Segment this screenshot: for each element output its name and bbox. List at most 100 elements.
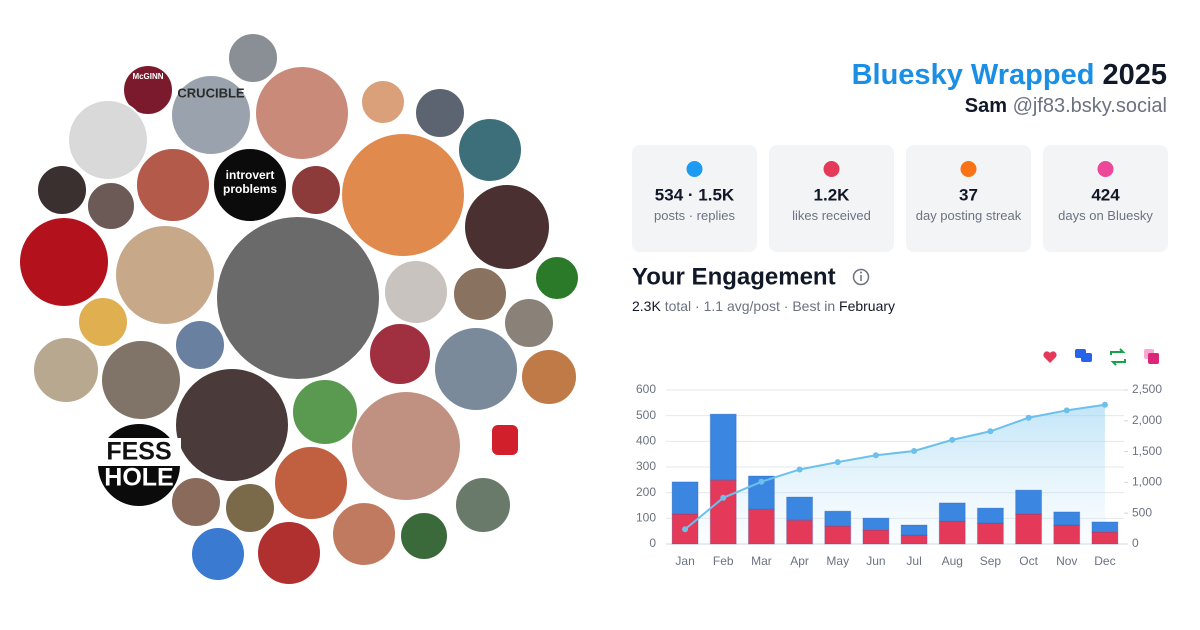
y-tick-label: 400: [636, 434, 656, 448]
cumulative-line: [684, 403, 1106, 530]
avatar: [190, 526, 246, 582]
bar: [671, 513, 699, 545]
user: Sam @jf83.bsky.social: [965, 95, 1167, 117]
x-tick-label: Sep: [980, 554, 1002, 568]
avatar-text: FESS: [106, 438, 171, 466]
y-tick-label: 600: [636, 382, 656, 396]
legend-quotes[interactable]: [1144, 349, 1159, 364]
avatar: [331, 501, 397, 567]
avatar: [340, 132, 466, 258]
avatar: [433, 326, 519, 412]
avatar: [534, 255, 580, 301]
total: 2.3K: [632, 298, 661, 314]
title: Bluesky Wrapped 2025: [852, 59, 1167, 91]
avatar: [520, 348, 578, 406]
brand: Bluesky Wrapped: [852, 59, 1095, 91]
summary-text: total · 1.1 avg/post · Best in: [665, 298, 835, 314]
x-tick-label: Oct: [1019, 554, 1038, 568]
y-tick-label: 200: [636, 485, 656, 499]
user-handle: @jf83.bsky.social: [1013, 95, 1167, 117]
avatar: [114, 224, 216, 326]
stat-label-box: posts · replies: [654, 208, 735, 223]
y-tick-label: 0: [649, 536, 656, 550]
avatar: [454, 476, 512, 534]
avatar: [174, 367, 290, 483]
avatar: [290, 164, 342, 216]
line-point: [987, 428, 994, 435]
y-tick-label: 300: [636, 459, 656, 473]
avatar: [368, 322, 432, 386]
avatar-collage: [18, 32, 580, 586]
bar: [747, 508, 775, 545]
stat-icon: [823, 161, 840, 177]
y2-tick-label: 0: [1132, 536, 1139, 550]
x-tick-label: Apr: [790, 554, 809, 568]
line-point: [796, 466, 803, 473]
stat-label: day posting streak: [915, 208, 1022, 223]
avatar: [291, 378, 359, 446]
avatar: [227, 32, 279, 84]
stat-icon: [960, 161, 977, 177]
stat-label: likes received: [792, 208, 871, 223]
x-tick-label: May: [826, 554, 849, 568]
avatar: [212, 147, 288, 223]
stat-icon: [1097, 161, 1114, 177]
avatar: [452, 266, 508, 322]
avatar: [67, 99, 149, 181]
stat-card: [632, 145, 757, 252]
user-name: Sam: [965, 95, 1007, 117]
avatar: [215, 215, 381, 381]
stat-label: days on Bluesky: [1058, 208, 1153, 223]
bar: [1091, 521, 1119, 533]
avatar: [18, 216, 110, 308]
bar: [862, 529, 890, 545]
y2-tick-label: 2,500: [1132, 382, 1162, 396]
avatar: [350, 390, 462, 502]
avatar: [224, 482, 276, 534]
stat-label-box: likes received: [792, 208, 871, 223]
avatar: [174, 319, 226, 371]
chart-legend: [1043, 348, 1159, 366]
avatar-text: CRUCIBLE: [177, 85, 244, 100]
summary: 2.3K total · 1.1 avg/post · Best in Febr…: [632, 298, 895, 314]
stat-card: [769, 145, 894, 252]
avatar: [122, 64, 174, 116]
bar: [671, 481, 699, 515]
line-point: [1063, 407, 1070, 414]
avatar: [254, 65, 350, 161]
legend-reposts[interactable]: [1110, 348, 1126, 366]
stat-label: posts · replies: [654, 208, 735, 223]
avatar-text: McGINN: [132, 72, 163, 81]
bar: [824, 510, 852, 527]
avatar: [360, 79, 406, 125]
x-tick-label: Aug: [942, 554, 963, 568]
y2-tick-label: 2,000: [1132, 413, 1162, 427]
avatar: [503, 297, 555, 349]
bar: [1053, 511, 1081, 526]
x-tick-label: Mar: [751, 554, 772, 568]
line-point: [682, 526, 689, 533]
bar: [824, 525, 852, 545]
bar: [1015, 513, 1043, 545]
stat-label-box: days on Bluesky: [1058, 208, 1153, 223]
info-icon[interactable]: [852, 268, 870, 286]
y2-tick-label: 1,000: [1132, 475, 1162, 489]
stat-cards: 534 · 1.5K posts · replies 1.2K likes recei…: [632, 145, 1168, 252]
x-tick-label: Nov: [1056, 554, 1077, 568]
avatar: [399, 511, 449, 561]
bar: [900, 524, 928, 536]
avatar: [100, 339, 182, 421]
legend-replies[interactable]: [1075, 349, 1092, 362]
stat-label-box: day posting streak: [915, 208, 1022, 223]
avatar-text: introvert problems: [222, 168, 277, 196]
best-month: February: [839, 298, 895, 314]
line-point: [758, 478, 765, 485]
line-point: [834, 459, 841, 466]
avatar-texts: McGINN CRUCIBLE introvert problems FESS …: [104, 72, 277, 492]
stat-card: [1043, 145, 1168, 252]
legend-likes[interactable]: [1043, 351, 1057, 363]
avatar: [170, 476, 222, 528]
y-tick-label: 100: [636, 511, 656, 525]
engagement-chart: 0 100 200 300 400 500 600 0 500 1,000 1,500 2,000 2,…: [636, 382, 1162, 568]
